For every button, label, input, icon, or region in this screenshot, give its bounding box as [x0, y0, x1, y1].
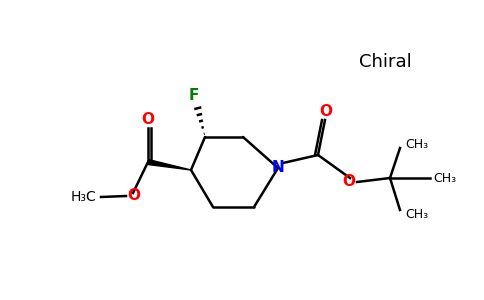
Text: H₃C: H₃C [70, 190, 96, 204]
Text: O: O [319, 104, 333, 119]
Text: Chiral: Chiral [359, 53, 411, 71]
Text: F: F [189, 88, 199, 104]
Text: O: O [343, 175, 356, 190]
Polygon shape [148, 160, 191, 170]
Text: CH₃: CH₃ [433, 172, 456, 184]
Text: O: O [127, 188, 140, 203]
Text: CH₃: CH₃ [405, 208, 428, 220]
Text: CH₃: CH₃ [405, 137, 428, 151]
Text: O: O [141, 112, 154, 128]
Text: N: N [272, 160, 285, 175]
